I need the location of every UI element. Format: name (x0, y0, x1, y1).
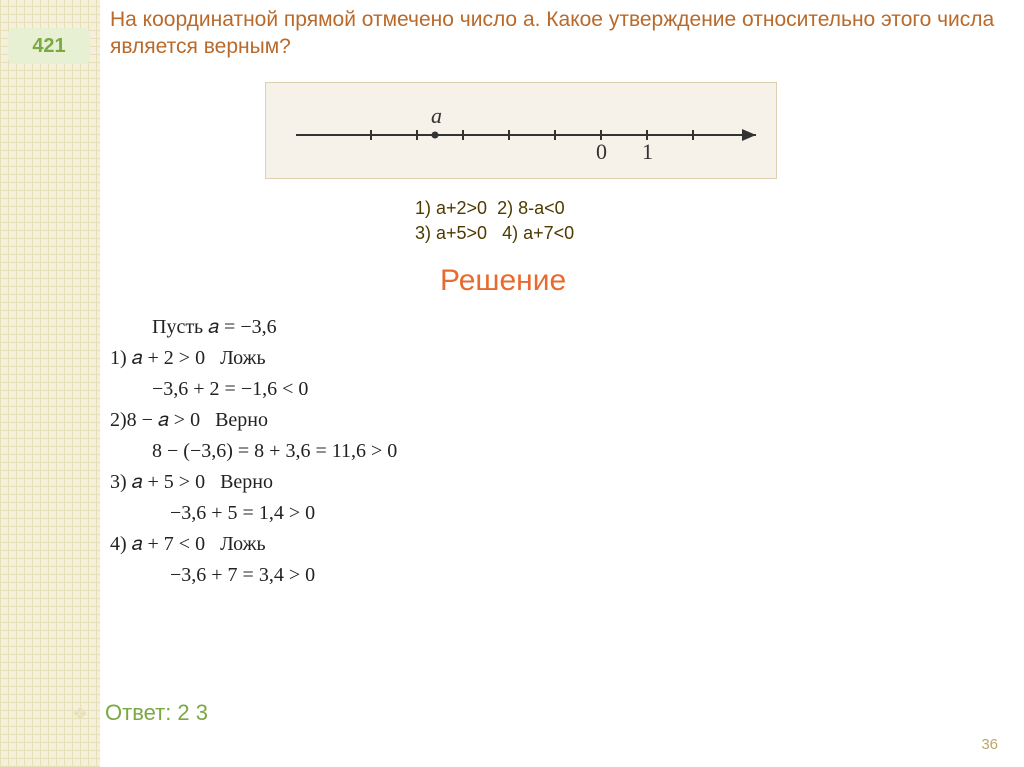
number-line-figure: a 0 1 (265, 82, 777, 179)
number-line-a-label: a (431, 103, 442, 128)
options-row-2: 3) a+5>0 4) a+7<0 (415, 221, 574, 246)
answer-options: 1) a+2>0 2) 8-a<0 3) a+5>0 4) a+7<0 (415, 196, 574, 246)
solution-4a: 4) 𝑎 + 7 < 0 Ложь (110, 529, 397, 560)
solution-body: Пусть 𝑎 = −3,6 1) 𝑎 + 2 > 0 Ложь −3,6 + … (110, 312, 397, 591)
solution-3a: 3) 𝑎 + 5 > 0 Верно (110, 467, 397, 498)
page-number: 36 (981, 736, 998, 753)
bullet-icon: ❖ (72, 704, 88, 725)
solution-2b: 8 − (−3,6) = 8 + 3,6 = 11,6 > 0 (110, 436, 397, 467)
solution-1b: −3,6 + 2 = −1,6 < 0 (110, 374, 397, 405)
solution-2a: 2)8 − 𝑎 > 0 Верно (110, 405, 397, 436)
number-line-zero: 0 (596, 139, 607, 164)
problem-title: На координатной прямой отмечено число а.… (110, 6, 1004, 61)
number-line-one: 1 (642, 139, 653, 164)
sidebar-pattern (0, 0, 100, 767)
solution-1a: 1) 𝑎 + 2 > 0 Ложь (110, 343, 397, 374)
solution-3b: −3,6 + 5 = 1,4 > 0 (110, 498, 397, 529)
solution-heading: Решение (440, 264, 566, 298)
solution-let: Пусть 𝑎 = −3,6 (110, 312, 397, 343)
answer-text: Ответ: 2 3 (105, 700, 208, 726)
solution-4b: −3,6 + 7 = 3,4 > 0 (110, 560, 397, 591)
problem-number-badge: 421 (8, 28, 90, 64)
options-row-1: 1) a+2>0 2) 8-a<0 (415, 196, 574, 221)
